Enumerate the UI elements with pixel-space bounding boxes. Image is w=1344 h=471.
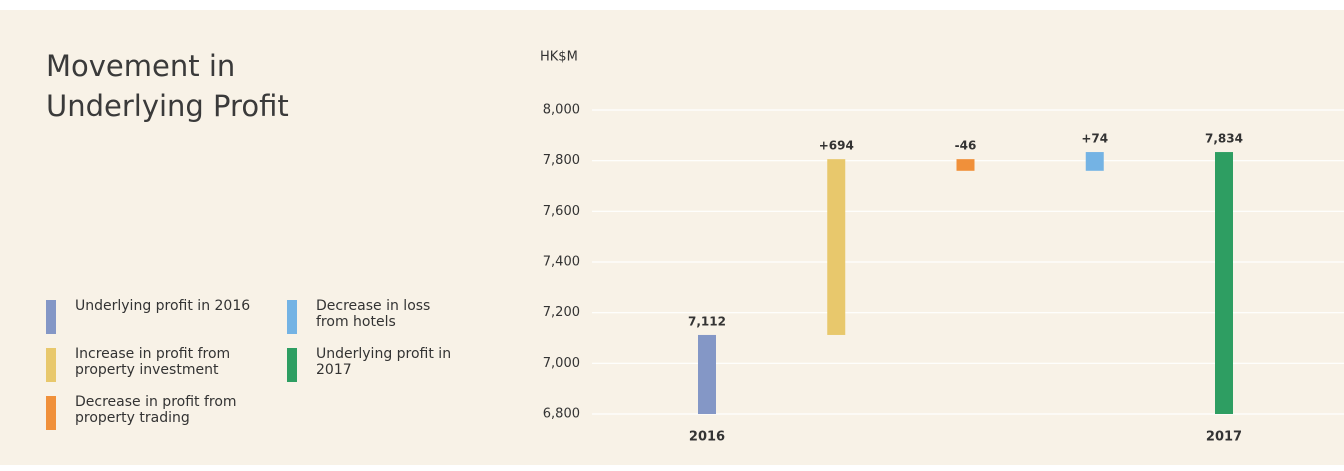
y-tick-label: 7,800 [543,153,580,168]
chart-title: Movement in Underlying Profit [46,49,289,123]
legend-label: Decrease in loss from hotels [316,298,431,330]
bar [827,159,846,335]
value-label: -46 [955,139,977,153]
legend-item: Underlying profit in 2017 [287,346,457,394]
y-tick-label: 8,000 [543,103,580,118]
x-tick-label: 2016 [689,430,725,445]
legend-label: Underlying profit in 2016 [75,298,251,314]
legend-item: Decrease in profit from property trading [46,394,287,442]
panel: Movement in Underlying Profit Underlying… [0,10,1344,465]
y-tick-label: 7,200 [543,305,580,320]
legend-swatch [46,300,56,334]
bar [1085,152,1104,171]
value-label: 7,112 [688,314,726,328]
bar [698,334,716,414]
legend-label: Increase in profit from property investm… [75,346,231,378]
value-label: +694 [819,139,854,153]
y-axis-label: HK$M [540,50,578,65]
legend-swatch [46,348,56,382]
legend-swatch [287,300,297,334]
value-label: +74 [1081,132,1108,146]
bar [956,159,975,171]
legend-label: Underlying profit in 2017 [316,346,452,378]
y-tick-label: 7,400 [543,255,580,270]
legend-swatch [46,396,56,430]
legend-item: Underlying profit in 2016 [46,298,287,346]
legend-item: Increase in profit from property investm… [46,346,287,394]
legend-item: Decrease in loss from hotels [287,298,457,346]
legend-swatch [287,348,297,382]
value-label: 7,834 [1205,132,1243,146]
y-tick-label: 7,000 [543,356,580,371]
y-tick-label: 7,600 [543,204,580,219]
y-tick-label: 6,800 [543,407,580,422]
legend-label: Decrease in profit from property trading [75,394,237,426]
legend: Underlying profit in 2016 Increase in pro… [46,298,457,442]
x-tick-label: 2017 [1206,430,1242,445]
bar [1215,152,1233,414]
